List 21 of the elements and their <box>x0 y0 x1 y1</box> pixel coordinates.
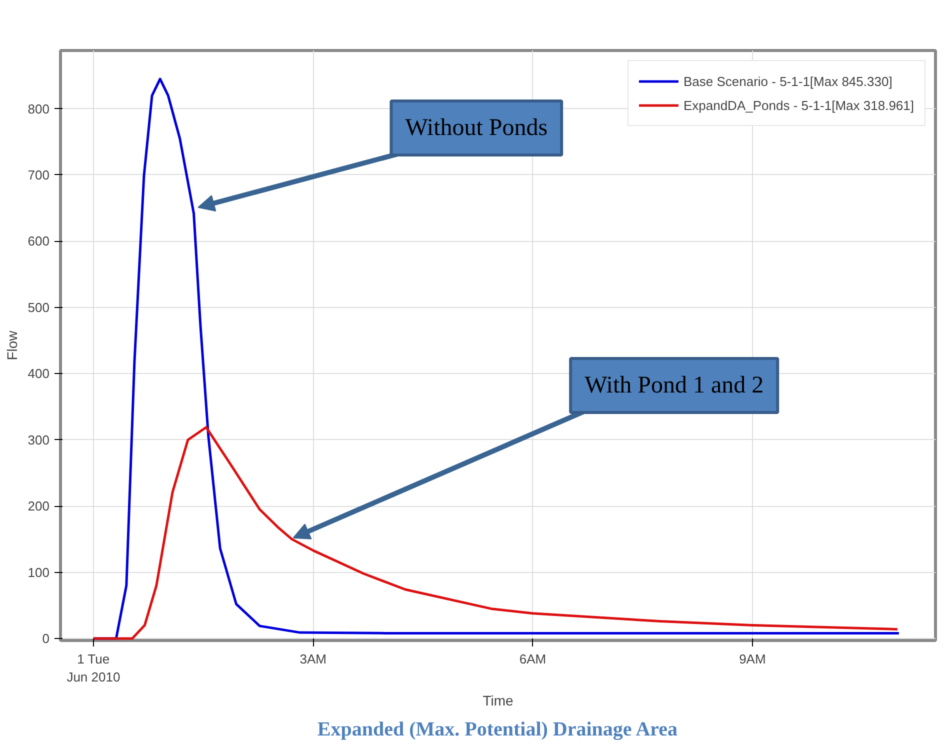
y-tick-label: 200 <box>28 498 50 514</box>
x-tick-label: 9AM <box>739 652 766 666</box>
y-tick-label: 600 <box>28 234 50 249</box>
x-tick-label: 3AM <box>300 652 326 666</box>
y-axis-title: Flow <box>4 330 20 360</box>
y-tick-label: 300 <box>28 432 50 448</box>
annotation: Without Ponds <box>405 114 548 141</box>
y-tick-label: 500 <box>28 300 50 315</box>
x-tick-label: 1 Tue Jun 2010 <box>66 652 120 684</box>
y-tick-label: 100 <box>28 564 50 580</box>
x-axis-title: Time <box>482 692 514 708</box>
line-series <box>92 426 899 640</box>
annotation: With Pond 1 and 2 <box>584 372 764 399</box>
y-tick-label: 400 <box>28 366 50 382</box>
text: Expanded (Max. Potential) Drainage Area <box>317 718 678 740</box>
x-tick-label: 6AM <box>519 652 546 666</box>
legend-label: Base Scenario - 5-1-1[Max 845.330] <box>683 74 892 88</box>
y-tick-label: 800 <box>28 101 50 116</box>
y-tick-label: 700 <box>28 167 50 182</box>
y-tick-label: 0 <box>42 631 50 646</box>
legend-label: ExpandDA_Ponds - 5-1-1[Max 318.961] <box>683 98 914 112</box>
